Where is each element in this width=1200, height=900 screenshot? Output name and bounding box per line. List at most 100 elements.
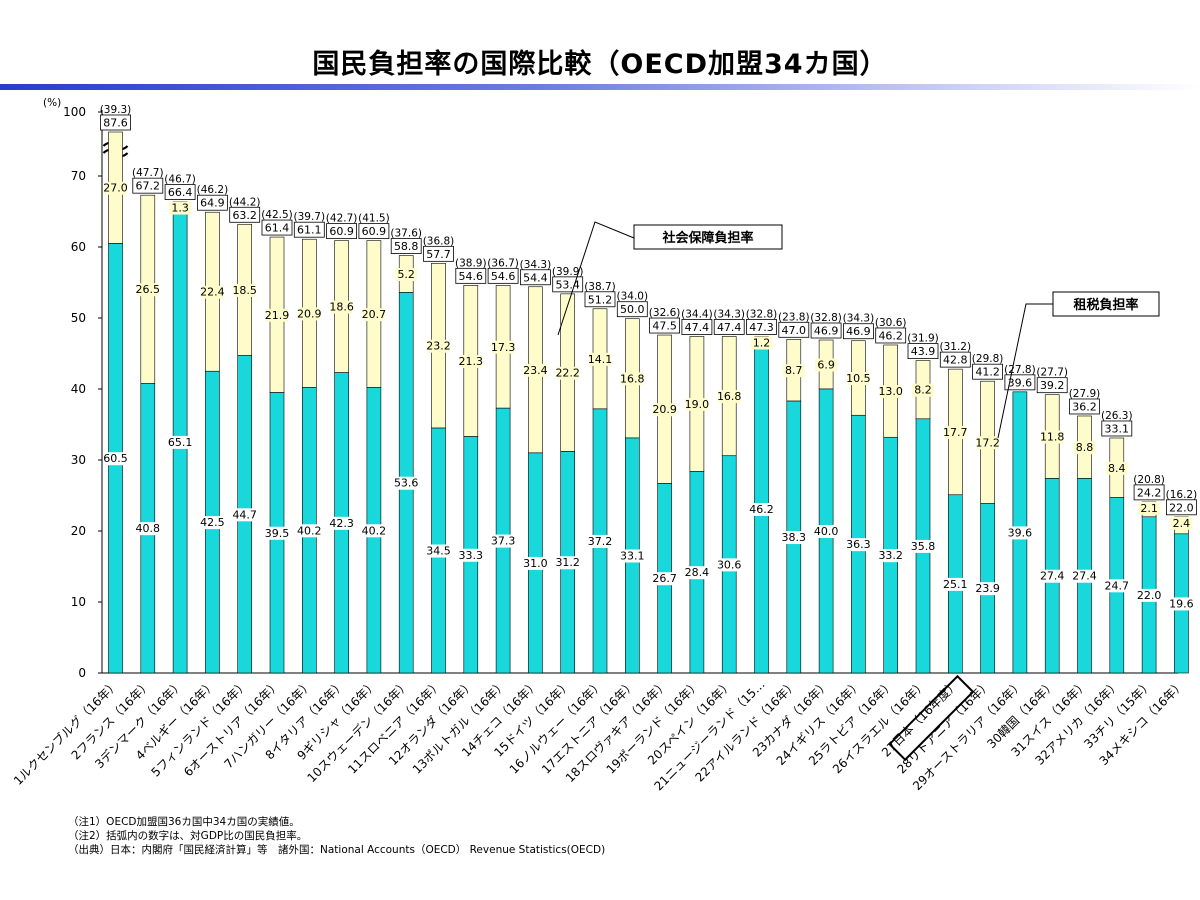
y-tick-label: 70 <box>71 169 86 183</box>
total-value-label: 39.2 <box>1040 379 1065 392</box>
total-value-label: 57.7 <box>426 248 451 261</box>
total-box <box>875 327 907 344</box>
social-label-bg <box>621 372 644 386</box>
tax-label-bg <box>556 556 579 570</box>
highlight-frame <box>888 674 975 762</box>
social-label-bg <box>847 371 870 385</box>
footnote-2: （注2）括弧内の数字は、対GDP比の国民負担率。 <box>68 830 308 842</box>
tax-label-bg <box>136 522 159 536</box>
footnote-3: （出典）日本：内閣府「国民経済計算」等 諸外国：National Account… <box>68 844 606 856</box>
social-label-bg <box>1105 461 1128 475</box>
total-value-label: 46.2 <box>878 329 903 342</box>
social-label-bg <box>589 352 611 366</box>
total-value-label: 51.2 <box>588 293 613 306</box>
social-value-label: 27.0 <box>103 182 128 195</box>
social-value-label: 8.2 <box>914 384 932 397</box>
total-value-label: 67.2 <box>136 180 161 193</box>
total-value-label: 46.9 <box>814 325 839 338</box>
y-axis-unit: (%) <box>43 97 61 109</box>
tax-label-bg <box>492 534 515 548</box>
gdp-ratio-label: (16.2) <box>1166 489 1198 501</box>
social-label-bg <box>169 201 192 215</box>
total-value-label: 54.4 <box>523 271 548 284</box>
social-label-bg <box>879 385 902 399</box>
callout-tax: 租税負担率 <box>1073 297 1138 313</box>
social-value-label: 23.2 <box>426 340 451 353</box>
total-value-label: 39.6 <box>1008 376 1033 389</box>
social-value-label: 18.6 <box>329 301 354 314</box>
tax-label-bg <box>1170 597 1193 611</box>
total-box <box>1069 398 1100 415</box>
y-tick-label: 40 <box>71 382 86 396</box>
gdp-ratio-label: (47.7) <box>132 167 164 179</box>
gdp-ratio-label: (27.9) <box>1069 388 1101 400</box>
tax-label-bg <box>879 549 902 563</box>
tax-value-label: 40.2 <box>297 524 322 537</box>
footnotes: （注1）OECD加盟国36カ国中34カ国の実績値。 （注2）括弧内の数字は、対G… <box>68 815 605 857</box>
tax-label-bg <box>653 572 676 586</box>
tax-label-bg <box>362 524 385 538</box>
total-box <box>132 177 164 194</box>
gdp-ratio-label: (32.8) <box>746 308 778 320</box>
total-value-label: 46.9 <box>846 325 871 338</box>
gdp-ratio-label: (31.2) <box>940 341 972 353</box>
gdp-ratio-label: (34.3) <box>520 259 552 271</box>
social-label-bg <box>653 403 676 417</box>
social-label-bg <box>685 397 708 411</box>
tax-label-bg <box>1041 569 1064 583</box>
tax-label-bg <box>201 516 224 530</box>
total-value-label: 36.2 <box>1072 400 1097 413</box>
tax-value-label: 42.5 <box>200 516 225 529</box>
total-box <box>1036 377 1068 394</box>
social-value-label: 17.2 <box>975 436 1000 449</box>
social-label-bg <box>1041 430 1064 444</box>
total-value-label: 41.2 <box>975 366 1000 379</box>
gdp-ratio-label: (26.3) <box>1101 410 1133 422</box>
total-box <box>520 269 551 286</box>
tax-value-label: 31.0 <box>523 557 548 570</box>
total-box <box>164 184 196 200</box>
y-tick-label: 30 <box>71 453 86 467</box>
gdp-ratio-label: (46.2) <box>197 184 229 196</box>
tax-label-bg <box>233 508 256 522</box>
gdp-ratio-label: (34.4) <box>681 308 713 320</box>
gdp-ratio-label: (38.7) <box>584 281 616 293</box>
tax-value-label: 33.1 <box>620 549 645 562</box>
bar-labels: 60.5 27.0 87.6(39.3) 40.8 26.5 67.2(47.7) 65.1… <box>100 104 1198 611</box>
gdp-ratio-label: (30.6) <box>875 317 907 329</box>
social-value-label: 13.0 <box>878 385 903 398</box>
callout-leader-social <box>557 221 635 336</box>
total-box <box>552 276 584 293</box>
gdp-ratio-label: (32.6) <box>649 307 681 319</box>
tax-value-label: 27.4 <box>1072 570 1097 583</box>
y-tick-label: 10 <box>71 595 86 609</box>
tax-value-label: 28.4 <box>685 566 710 579</box>
social-label-bg <box>427 339 450 353</box>
social-value-label: 16.8 <box>717 390 742 403</box>
social-value-label: 26.5 <box>136 283 161 296</box>
social-value-label: 8.7 <box>785 364 803 377</box>
gdp-ratio-label: (38.9) <box>455 257 487 269</box>
social-value-label: 17.7 <box>943 426 968 439</box>
stacked-bar-chart: 0 10 20 30 40 50 60 70 100(%) 60.5 27.0 87.6(39.3)… <box>10 97 1198 793</box>
total-box <box>390 238 422 254</box>
tax-value-label: 22.0 <box>1137 589 1162 602</box>
social-value-label: 22.4 <box>200 286 225 299</box>
footnote-1: （注1）OECD加盟国36カ国中34カ国の実績値。 <box>68 816 300 828</box>
social-label-bg <box>976 436 999 450</box>
tax-value-label: 23.9 <box>975 582 1000 595</box>
y-tick-label: 0 <box>78 666 86 680</box>
social-value-label: 8.4 <box>1108 462 1126 475</box>
social-value-label: 18.5 <box>232 284 257 297</box>
social-value-label: 23.4 <box>523 364 548 377</box>
social-label-bg <box>718 390 741 404</box>
total-value-label: 33.1 <box>1105 422 1130 435</box>
tax-label-bg <box>1008 526 1031 540</box>
total-box <box>261 219 293 236</box>
y-tick-label: 20 <box>71 524 86 538</box>
total-box <box>487 267 519 284</box>
total-box <box>713 319 745 335</box>
total-value-label: 63.2 <box>232 209 257 222</box>
total-box <box>616 301 648 318</box>
tax-label-bg <box>330 516 353 530</box>
